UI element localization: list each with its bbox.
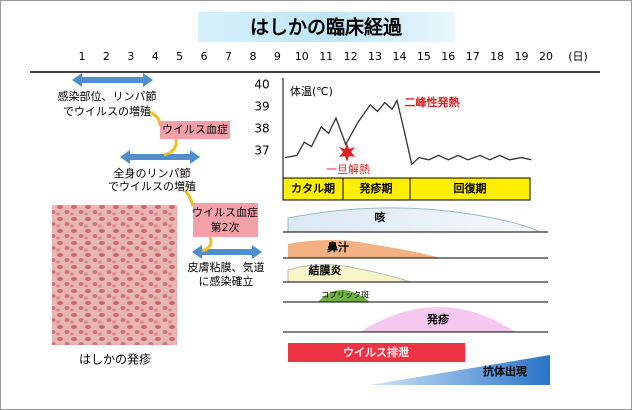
day-label: 2 xyxy=(103,50,110,63)
day-label: 11 xyxy=(319,50,333,63)
day-label: 1 xyxy=(79,50,86,63)
temp-tick-label: 37 xyxy=(254,144,269,158)
day-label: 9 xyxy=(274,50,281,63)
symptom-label: コプリック斑 xyxy=(321,290,369,300)
shedding-label: ウイルス排泄 xyxy=(343,345,409,359)
dip-label: 一旦解熱 xyxy=(326,162,370,176)
fever-label: 体温(℃) xyxy=(290,84,333,98)
day-label: 6 xyxy=(201,50,208,63)
day-label: 20 xyxy=(539,50,553,63)
day-unit: (日) xyxy=(568,50,588,63)
arrows xyxy=(72,73,262,259)
photo-caption: はしかの発疹 xyxy=(79,352,151,367)
antibody-shape xyxy=(370,355,550,385)
stage2-text: 全身のリンパ節 xyxy=(114,166,191,180)
conjunctivitis-shape xyxy=(287,263,411,283)
koplik-shape xyxy=(318,290,370,302)
stage3-text: に感染確立 xyxy=(199,274,254,288)
symptom-label: 咳 xyxy=(375,210,386,224)
day-label: 8 xyxy=(249,50,256,63)
phase-label: 回復期 xyxy=(454,181,487,195)
day-label: 18 xyxy=(490,50,504,63)
day-label: 3 xyxy=(127,50,134,63)
nasal-shape xyxy=(288,240,440,258)
title: はしかの臨床経過 xyxy=(250,16,403,39)
viremia2-box xyxy=(193,203,258,237)
day-label: 17 xyxy=(466,50,480,63)
stage1-text: 感染部位、リンパ節 xyxy=(58,89,157,103)
shedding-bar xyxy=(288,343,465,362)
stage1-text: でウイルスの増殖 xyxy=(63,105,151,118)
rash-photo xyxy=(52,205,177,345)
day-label: 13 xyxy=(368,50,382,63)
rash-shape xyxy=(360,307,515,332)
day-label: 5 xyxy=(176,50,183,63)
temp-tick-label: 40 xyxy=(254,78,269,92)
viremia-text: ウイルス血症 xyxy=(162,122,228,136)
title-band xyxy=(198,12,455,42)
day-label: 16 xyxy=(441,50,455,63)
temp-tick-label: 38 xyxy=(254,122,269,136)
phase-label: 発疹期 xyxy=(359,181,393,195)
fever-line xyxy=(284,98,532,166)
cough-shape xyxy=(287,207,541,233)
viremia2-text: ウイルス血症 xyxy=(192,205,258,219)
day-label: 10 xyxy=(295,50,309,63)
antibody-label: 抗体出現 xyxy=(483,364,527,378)
symptom-label: 発疹 xyxy=(426,312,450,326)
viremia2-text: 第2次 xyxy=(211,220,240,234)
day-label: 14 xyxy=(392,50,406,63)
connectors xyxy=(149,110,213,253)
day-label: 4 xyxy=(152,50,159,63)
viremia-box xyxy=(160,121,230,139)
fever-annotation: 二峰性発熱 xyxy=(405,95,460,109)
day-label: 12 xyxy=(344,50,358,63)
symptom-label: 結膜炎 xyxy=(309,263,342,277)
symptom-label: 鼻汁 xyxy=(327,240,349,254)
temp-tick-label: 39 xyxy=(254,100,269,114)
stage2-text: でウイルスの増殖 xyxy=(108,180,196,193)
day-label: 7 xyxy=(225,50,232,63)
stage3-text: 皮膚粘膜、気道 xyxy=(188,260,265,274)
day-label: 15 xyxy=(417,50,431,63)
phase-bar xyxy=(282,177,531,201)
day-label: 19 xyxy=(515,50,529,63)
phase-label: カタル期 xyxy=(291,181,335,195)
dip-star xyxy=(339,143,355,162)
